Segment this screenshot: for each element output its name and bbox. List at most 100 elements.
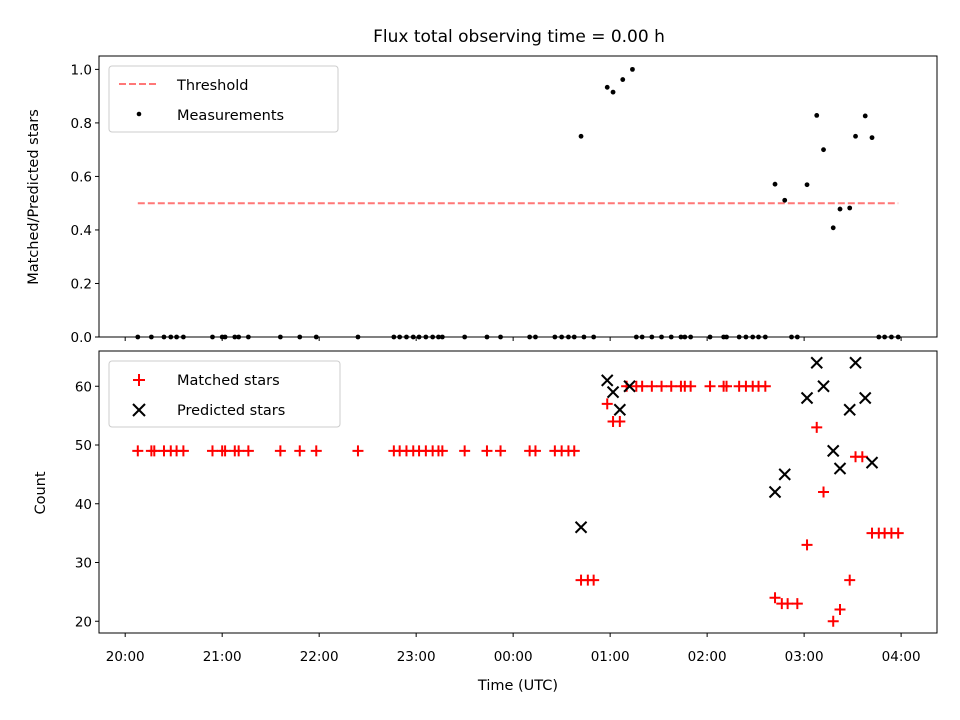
bottom-y-tick-label: 40 (75, 497, 92, 513)
measurement-point (782, 197, 788, 203)
measurement-point (821, 147, 826, 153)
bottom-x-tick-label: 02:00 (688, 649, 727, 665)
matched-star-point (646, 380, 658, 392)
bottom-x-tick-label: 20:00 (106, 649, 145, 665)
measurement-point (423, 334, 429, 340)
measurement-point (430, 334, 436, 340)
matched-star-point (177, 445, 189, 457)
bottom-x-tick-label: 03:00 (785, 649, 824, 665)
measurement-point (236, 334, 242, 340)
matched-star-point (834, 604, 846, 615)
matched-star-point (801, 539, 813, 551)
matched-star-point (588, 574, 600, 586)
measurement-point (620, 77, 626, 82)
measurement-point (762, 334, 768, 340)
predicted-star-point (613, 403, 627, 416)
bottom-series (132, 356, 904, 627)
matched-star-point (704, 380, 716, 392)
measurement-point (571, 334, 577, 340)
top-legend: Threshold Measurements (108, 65, 339, 133)
measurement-point (847, 205, 853, 211)
top-y-tick-label: 1.0 (71, 62, 92, 78)
matched-star-point (811, 421, 823, 433)
measurement-point (668, 334, 674, 340)
bottom-y-tick-label: 20 (75, 614, 92, 630)
matched-star-point (310, 445, 322, 457)
measurement-point (869, 135, 875, 141)
predicted-star-point (849, 356, 862, 369)
measurement-point (404, 334, 409, 340)
predicted-star-point (800, 391, 814, 405)
measurement-point (355, 334, 361, 340)
legend-matched-swatch (133, 374, 145, 386)
bottom-x-tick-label: 21:00 (203, 649, 242, 665)
measurement-point (397, 334, 403, 340)
matched-star-point (206, 445, 218, 457)
measurement-point (527, 334, 533, 340)
bottom-x-tick-label: 04:00 (882, 649, 921, 665)
measurement-point (743, 334, 749, 340)
measurement-point (222, 334, 228, 340)
measurement-point (416, 334, 422, 340)
measurement-point (436, 334, 441, 340)
measurement-point (410, 334, 416, 340)
measurement-point (297, 334, 303, 340)
matched-star-point (529, 445, 541, 457)
measurement-point (837, 206, 843, 212)
matched-star-point (844, 574, 856, 586)
matched-star-point (495, 445, 507, 457)
measurement-point (633, 334, 639, 340)
matched-star-point (685, 380, 697, 392)
matched-star-point (233, 445, 245, 457)
measurement-point (462, 334, 468, 340)
matched-star-point (791, 598, 803, 610)
measurement-point (498, 334, 503, 340)
predicted-star-point (843, 403, 856, 416)
top-y-tick-label: 0.8 (71, 116, 92, 132)
top-y-axis-label: Matched/Predicted stars (26, 109, 42, 285)
matched-star-point (614, 416, 626, 427)
measurement-point (210, 334, 215, 340)
matched-star-point (481, 445, 493, 457)
measurement-point (604, 84, 610, 90)
measurement-point (804, 182, 810, 188)
measurement-point (639, 334, 645, 340)
measurement-point (559, 334, 565, 340)
measurement-point (756, 334, 761, 340)
predicted-star-point (623, 380, 636, 393)
measurement-point (772, 181, 778, 187)
measurement-point (391, 334, 397, 340)
bottom-y-ticks: 20 30 40 50 60 (75, 379, 99, 630)
measurement-point (876, 334, 882, 340)
bottom-x-tick-label: 23:00 (397, 649, 436, 665)
matched-star-point (759, 380, 771, 392)
measurement-point (313, 334, 319, 340)
legend-predicted-label: Predicted stars (177, 403, 285, 419)
measurement-point (794, 334, 800, 340)
bottom-x-tick-label: 22:00 (300, 649, 339, 665)
measurement-point (830, 225, 836, 231)
measurement-point (882, 334, 888, 340)
measurement-point (245, 334, 251, 340)
measurement-point (439, 334, 445, 340)
measurement-point (578, 133, 584, 139)
measurement-point (895, 334, 901, 340)
measurement-point (610, 89, 616, 95)
measurement-point (566, 334, 571, 340)
measurement-point (135, 334, 141, 340)
matched-star-point (636, 380, 648, 392)
predicted-star-point (833, 462, 847, 475)
bottom-plot-frame (98, 350, 938, 634)
matched-star-point (656, 380, 668, 392)
matched-star-point (352, 445, 364, 457)
measurement-point (533, 334, 538, 340)
legend-matched-label: Matched stars (177, 373, 280, 389)
bottom-legend-box (108, 360, 341, 428)
measurement-point (161, 334, 167, 340)
predicted-star-point (810, 356, 823, 369)
matched-star-point (818, 486, 830, 498)
measurement-point (168, 334, 174, 340)
measurement-point (688, 334, 694, 340)
predicted-star-point (859, 391, 872, 405)
